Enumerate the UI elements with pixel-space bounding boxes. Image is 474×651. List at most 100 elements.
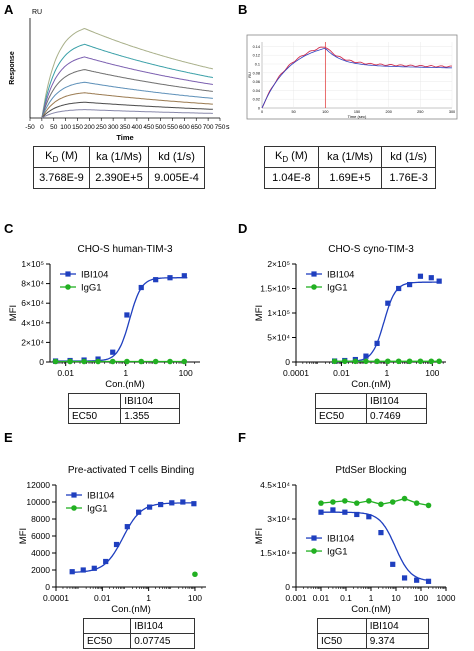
table-cell: EC50: [82, 633, 132, 649]
x-tick-label: 600: [179, 124, 190, 131]
data-point: [181, 273, 187, 279]
data-point: [124, 524, 130, 530]
data-point: [366, 498, 372, 504]
table-row: 3.768E-9 2.390E+5 9.005E-4: [33, 167, 205, 189]
legend-marker: [311, 535, 317, 541]
y-tick-label: 8×10⁴: [21, 279, 44, 289]
data-point: [124, 312, 130, 318]
x-tick-label: 100: [188, 593, 202, 603]
fit-curve-igg1: [320, 497, 429, 507]
legend-label: IBI104: [81, 269, 108, 280]
data-point: [395, 358, 402, 365]
sensorgram-curve: [41, 43, 214, 119]
table-row: KD (M) ka (1/Ms) kd (1/s): [33, 146, 205, 168]
data-point: [378, 501, 384, 508]
ec50-table-c: IBI104 EC50 1.355: [67, 393, 180, 424]
x-axis-label: Con.(nM): [351, 379, 391, 390]
chart-title: CHO-S human-TIM-3: [77, 244, 172, 255]
table-cell: 2.390E+5: [88, 167, 150, 189]
sensorgram-curve: [41, 81, 213, 119]
y-tick-label: 1.5×10⁵: [260, 284, 290, 294]
kinetics-table-a: KD (M) ka (1/Ms) kd (1/s) 3.768E-9 2.390…: [33, 146, 205, 189]
table-cell: 9.374: [365, 633, 430, 649]
data-point: [81, 358, 87, 365]
sensorgram-curve: [41, 101, 213, 119]
x-tick-label: 10: [391, 593, 401, 603]
y-tick-label: 2×10⁵: [267, 259, 290, 269]
data-point: [374, 340, 380, 346]
data-point: [390, 561, 396, 567]
table-header: IBI104: [366, 393, 427, 409]
data-point: [146, 504, 153, 510]
x-tick-label: 0: [261, 110, 263, 114]
chart-title: PtdSer Blocking: [335, 465, 406, 476]
x-tick-label: 650: [191, 124, 202, 131]
table-row: KD (M) ka (1/Ms) kd (1/s): [264, 146, 436, 168]
x-axis-label: Con.(nM): [105, 379, 145, 390]
panel-letter-f: F: [238, 430, 246, 445]
data-point: [331, 358, 338, 365]
data-point: [318, 500, 324, 506]
data-point: [401, 575, 408, 581]
data-point: [389, 499, 396, 505]
x-tick-label: 150: [354, 110, 360, 114]
x-tick-label: 0.01: [57, 368, 74, 378]
data-point: [330, 507, 336, 513]
x-axis-label: Con.(nM): [351, 604, 391, 615]
legend-label: IgG1: [327, 282, 348, 293]
data-point: [138, 358, 145, 365]
x-tick-label: 0.0001: [43, 593, 69, 603]
data-point: [342, 509, 348, 515]
data-point: [124, 358, 130, 365]
panel-letter-d: D: [238, 221, 248, 236]
sensorgram-curve: [41, 56, 213, 119]
table-cell: [317, 618, 367, 634]
y-tick-label: 4.5×10⁴: [260, 480, 290, 490]
table-cell: 1.76E-3: [381, 167, 436, 189]
x-tick-label: 100: [414, 593, 428, 603]
y-tick-label: 0.06: [253, 80, 260, 84]
data-point: [158, 501, 164, 508]
x-tick-label: 50: [292, 110, 296, 114]
y-tick-label: 1×10⁵: [267, 308, 290, 318]
data-point: [366, 514, 372, 520]
legend-label: IBI104: [327, 533, 354, 544]
data-point: [428, 275, 434, 281]
y-tick-label: 5×10⁴: [267, 333, 290, 343]
legend-label: IgG1: [327, 546, 348, 557]
y-tick-label: 8000: [31, 514, 50, 524]
table-cell: EC50: [67, 408, 122, 424]
y-axis-label: MFI: [18, 528, 29, 544]
x-tick-label: 0.01: [333, 368, 350, 378]
kinetics-table-b: KD (M) ka (1/Ms) kd (1/s) 1.04E-8 1.69E+…: [264, 146, 436, 189]
data-point: [378, 530, 384, 536]
table-cell: [314, 393, 368, 409]
data-point: [385, 358, 391, 365]
table-cell: 0.7469: [366, 408, 427, 424]
table-row: IBI104: [67, 393, 180, 409]
data-point: [80, 567, 86, 573]
sensorgram-curve: [41, 69, 213, 119]
table-cell: 1.04E-8: [264, 167, 319, 189]
y-tick-label: 6×10⁴: [21, 298, 44, 308]
table-cell: 9.005E-4: [148, 167, 205, 189]
legend-marker: [71, 492, 77, 498]
data-point: [385, 300, 391, 306]
ec50-table-d: IBI104 EC50 0.7469: [314, 393, 427, 424]
legend-marker: [65, 284, 71, 290]
measured-curve: [261, 46, 452, 109]
x-axis-label: Time (sec): [348, 114, 367, 119]
data-point: [414, 577, 420, 583]
data-point: [401, 495, 408, 502]
fitted-curve: [261, 47, 453, 109]
legend-marker: [65, 271, 71, 277]
y-tick-label: 12000: [26, 480, 50, 490]
data-point: [396, 285, 402, 292]
table-row: IBI104: [317, 618, 430, 634]
data-point: [353, 500, 360, 506]
table-row: EC50 1.355: [67, 408, 180, 424]
table-cell: 3.768E-9: [33, 167, 90, 189]
